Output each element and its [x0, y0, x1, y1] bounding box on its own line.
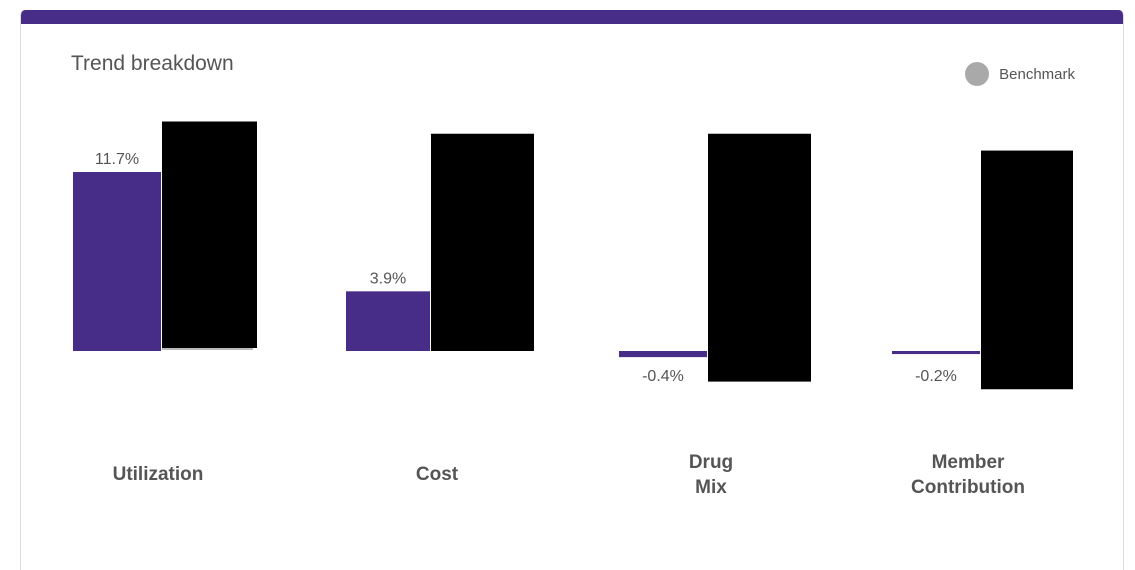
bar-cost — [346, 291, 430, 351]
card-accent-bar — [21, 10, 1123, 24]
value-label-drug-mix: -0.4% — [642, 368, 684, 385]
benchmark-legend-dot-icon — [965, 62, 990, 86]
benchmark-bar-redacted-utilization — [162, 121, 257, 348]
benchmark-bar-redacted-member-contribution — [981, 150, 1073, 390]
bar-utilization — [73, 171, 161, 351]
value-label-member-contribution: -0.2% — [915, 368, 957, 385]
category-label-member-contribution-line2: Contribution — [911, 477, 1025, 498]
category-label-drug-mix-line2: Mix — [695, 477, 727, 498]
card-title: Trend breakdown — [71, 52, 234, 75]
category-label-drug-mix-line1: Drug — [689, 452, 733, 473]
legend-benchmark[interactable]: Benchmark — [965, 62, 1075, 86]
benchmark-bar-redacted-cost — [431, 133, 534, 351]
trend-breakdown-chart: 11.7% Utilization 3.9% Cost -0.4% Drug Mix -0.2… — [73, 121, 1073, 498]
legend-label: Benchmark — [999, 65, 1075, 83]
value-label-utilization: 11.7% — [95, 151, 139, 168]
benchmark-bar-redacted-drug-mix — [708, 133, 811, 382]
bar-member-contribution — [892, 351, 980, 355]
category-label-cost: Cost — [416, 464, 459, 485]
category-label-member-contribution-line1: Member — [932, 452, 1005, 473]
value-label-cost: 3.9% — [370, 270, 406, 287]
benchmark-baseline-utilization — [162, 348, 253, 350]
bar-drug-mix — [619, 351, 707, 358]
category-label-utilization: Utilization — [113, 464, 204, 485]
